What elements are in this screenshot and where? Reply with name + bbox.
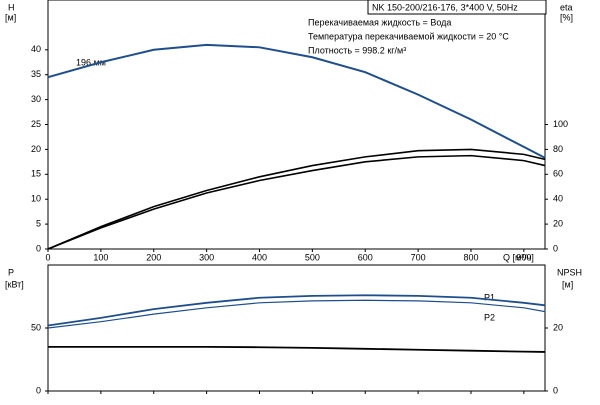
y2-tick-label: 20 [553,322,563,332]
y2-axis-label: eta [560,2,573,12]
plot-frame [47,264,546,392]
title-box [367,0,547,15]
line-series [47,294,546,327]
y2-axis-label: [м] [562,279,573,289]
y-tick-label: 0 [36,385,41,395]
legend-label: P2 [484,312,495,322]
y-tick-label: 20 [31,144,41,154]
chart-title: NK 150-200/216-176, 3*400 V, 50Hz [372,2,518,12]
y-tick-label: 10 [31,194,41,204]
legend-label: P1 [484,292,495,302]
y2-axis-label: [%] [560,12,573,22]
y-tick-label: 15 [31,169,41,179]
y2-axis-label: NPSH [557,267,582,277]
y2-tick-label: 60 [553,169,563,179]
line-series [47,43,546,159]
x-tick-label: 100 [93,252,108,262]
y-axis-label: H [8,2,15,12]
y-tick-label: 0 [36,243,41,253]
y2-tick-label: 100 [553,119,568,129]
x-tick-label: 800 [463,252,478,262]
x-axis-label: Q [м³/ч] [503,252,534,262]
y-tick-label: 5 [36,218,41,228]
y-axis-label: [кВт] [5,279,24,289]
y2-tick-label: 0 [553,243,558,253]
y-tick-label: 35 [31,69,41,79]
x-tick-label: 600 [358,252,373,262]
y-tick-label: 25 [31,119,41,129]
y2-tick-label: 40 [553,194,563,204]
y2-tick-label: 0 [553,385,558,395]
x-tick-label: 500 [305,252,320,262]
x-tick-label: 200 [146,252,161,262]
y-axis-label: [м] [5,12,16,22]
x-tick-label: 400 [252,252,267,262]
line-series [47,299,546,329]
y-tick-label: 50 [31,322,41,332]
y-tick-label: 40 [31,44,41,54]
annotation: Плотность = 998.2 кг/м³ [308,45,406,55]
line-series [48,346,546,353]
annotation: Перекачиваемая жидкость = Вода [308,17,451,27]
y-axis-label: P [8,267,14,277]
x-tick-label: 300 [199,252,214,262]
annotation: Температура перекачиваемой жидкости = 20… [308,31,509,41]
line-series [47,148,546,250]
line-series [47,154,546,250]
y2-tick-label: 80 [553,144,563,154]
curve-label: 196 мм [76,57,106,67]
x-tick-label: 0 [45,252,50,262]
x-tick-label: 900 [516,252,531,262]
x-tick-label: 700 [411,252,426,262]
y-tick-label: 30 [31,94,41,104]
y2-tick-label: 20 [553,218,563,228]
